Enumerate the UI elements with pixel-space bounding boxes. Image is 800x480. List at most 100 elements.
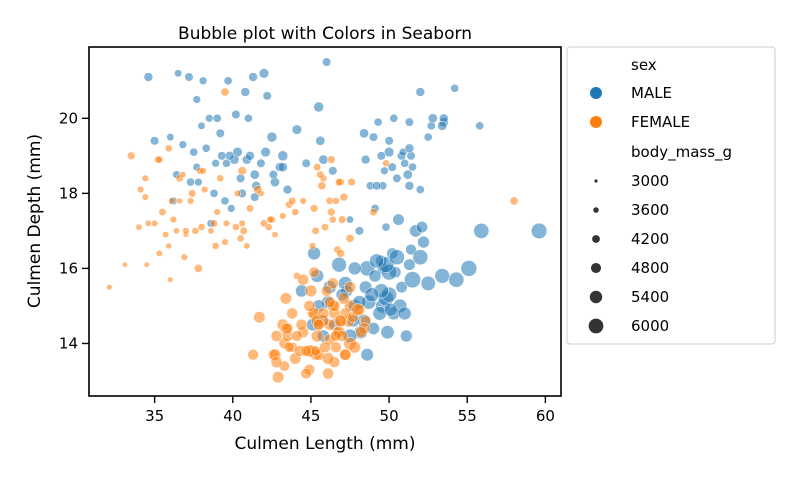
x-tick-label: 50 xyxy=(380,407,399,425)
point-male-52 xyxy=(217,151,227,161)
point-female-72 xyxy=(288,196,297,205)
point-male-1 xyxy=(174,69,183,78)
point-female-83 xyxy=(509,196,519,206)
point-female-129 xyxy=(310,345,321,357)
x-tick-label: 35 xyxy=(145,407,164,425)
point-female-39 xyxy=(211,242,220,250)
y-axis-label: Culmen Depth (mm) xyxy=(25,134,45,308)
point-female-64 xyxy=(308,242,317,250)
point-male-83 xyxy=(402,169,413,180)
point-male-68 xyxy=(400,158,410,168)
point-female-110 xyxy=(270,330,283,342)
point-female-130 xyxy=(300,345,312,357)
point-female-63 xyxy=(321,223,329,232)
legend-size-marker-4200 xyxy=(592,235,600,243)
point-female-86 xyxy=(317,181,327,191)
point-male-111 xyxy=(404,271,421,289)
point-female-32 xyxy=(141,193,149,201)
point-male-3 xyxy=(198,76,208,85)
point-female-25 xyxy=(179,171,187,178)
point-male-99 xyxy=(415,221,428,234)
point-male-142 xyxy=(400,329,413,343)
point-female-1 xyxy=(122,261,128,268)
point-female-41 xyxy=(180,253,188,261)
point-male-145 xyxy=(360,348,374,362)
point-female-146 xyxy=(337,292,350,305)
point-female-144 xyxy=(304,284,318,298)
point-female-128 xyxy=(326,277,339,290)
point-female-3 xyxy=(135,223,143,231)
point-female-85 xyxy=(336,249,345,258)
points-layer xyxy=(106,57,548,384)
point-female-108 xyxy=(247,349,259,361)
point-male-49 xyxy=(236,173,246,183)
point-female-31 xyxy=(137,186,145,194)
point-female-153 xyxy=(317,307,330,320)
point-female-42 xyxy=(155,250,163,257)
point-female-46 xyxy=(213,208,221,216)
point-male-16 xyxy=(205,114,214,123)
point-female-74 xyxy=(311,226,320,235)
point-female-73 xyxy=(299,197,307,205)
point-male-30 xyxy=(260,147,271,158)
chart-title: Bubble plot with Colors in Seaborn xyxy=(178,24,472,44)
point-male-15 xyxy=(376,151,386,161)
x-tick-label: 60 xyxy=(536,407,555,425)
point-female-159 xyxy=(300,367,312,380)
point-female-51 xyxy=(279,212,287,220)
point-male-58 xyxy=(328,166,338,176)
point-female-65 xyxy=(313,163,322,172)
point-male-14 xyxy=(359,128,369,139)
point-male-38 xyxy=(186,177,195,187)
point-male-114 xyxy=(448,271,465,288)
point-female-76 xyxy=(316,170,325,179)
point-male-152 xyxy=(368,269,382,283)
point-male-90 xyxy=(282,184,293,195)
point-female-126 xyxy=(343,281,357,294)
point-female-151 xyxy=(330,341,342,353)
point-female-16 xyxy=(197,223,206,231)
point-male-82 xyxy=(387,162,397,172)
point-female-10 xyxy=(127,151,136,160)
point-male-100 xyxy=(405,243,417,256)
legend-size-label-4200: 4200 xyxy=(631,230,669,248)
point-male-153 xyxy=(369,253,384,269)
point-male-31 xyxy=(266,131,278,143)
point-female-59 xyxy=(329,215,337,224)
point-male-50 xyxy=(194,177,203,187)
point-male-154 xyxy=(364,287,380,303)
point-male-2 xyxy=(184,72,194,82)
point-female-143 xyxy=(286,307,299,320)
point-female-20 xyxy=(216,174,225,183)
point-male-88 xyxy=(384,147,395,158)
y-tick-label: 16 xyxy=(59,259,78,277)
point-female-43 xyxy=(168,197,176,205)
point-female-131 xyxy=(281,322,294,335)
point-male-26 xyxy=(215,128,225,138)
point-female-35 xyxy=(191,227,200,235)
y-tick-label: 14 xyxy=(59,334,78,352)
point-male-8 xyxy=(192,95,201,104)
point-male-116 xyxy=(473,223,490,239)
point-male-34 xyxy=(245,151,255,161)
point-male-112 xyxy=(412,249,429,266)
point-female-77 xyxy=(327,155,336,164)
series-female xyxy=(106,87,519,384)
point-female-111 xyxy=(283,341,295,353)
point-female-80 xyxy=(220,87,230,97)
point-male-78 xyxy=(450,83,460,93)
point-male-12 xyxy=(277,150,289,162)
legend: sex MALE FEMALE body_mass_g 3000 3600 4200… xyxy=(566,46,776,345)
point-male-147 xyxy=(383,302,398,317)
legend-size-label-6000: 6000 xyxy=(631,317,669,335)
point-female-5 xyxy=(165,242,172,250)
point-male-59 xyxy=(368,132,379,142)
point-female-162 xyxy=(334,314,348,328)
point-female-109 xyxy=(253,311,266,324)
point-male-33 xyxy=(270,177,280,187)
legend-size-marker-3000 xyxy=(594,179,598,183)
point-male-95 xyxy=(381,222,391,232)
point-female-24 xyxy=(246,204,254,213)
legend-size-label-4800: 4800 xyxy=(631,259,669,277)
point-male-47 xyxy=(256,158,266,168)
